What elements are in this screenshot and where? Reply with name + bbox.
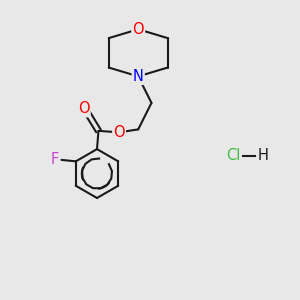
Text: H: H (257, 148, 268, 164)
Text: Cl: Cl (226, 148, 241, 164)
Text: N: N (133, 69, 144, 84)
Text: O: O (132, 22, 144, 37)
Text: F: F (51, 152, 59, 167)
Text: O: O (113, 125, 125, 140)
Text: O: O (78, 101, 90, 116)
